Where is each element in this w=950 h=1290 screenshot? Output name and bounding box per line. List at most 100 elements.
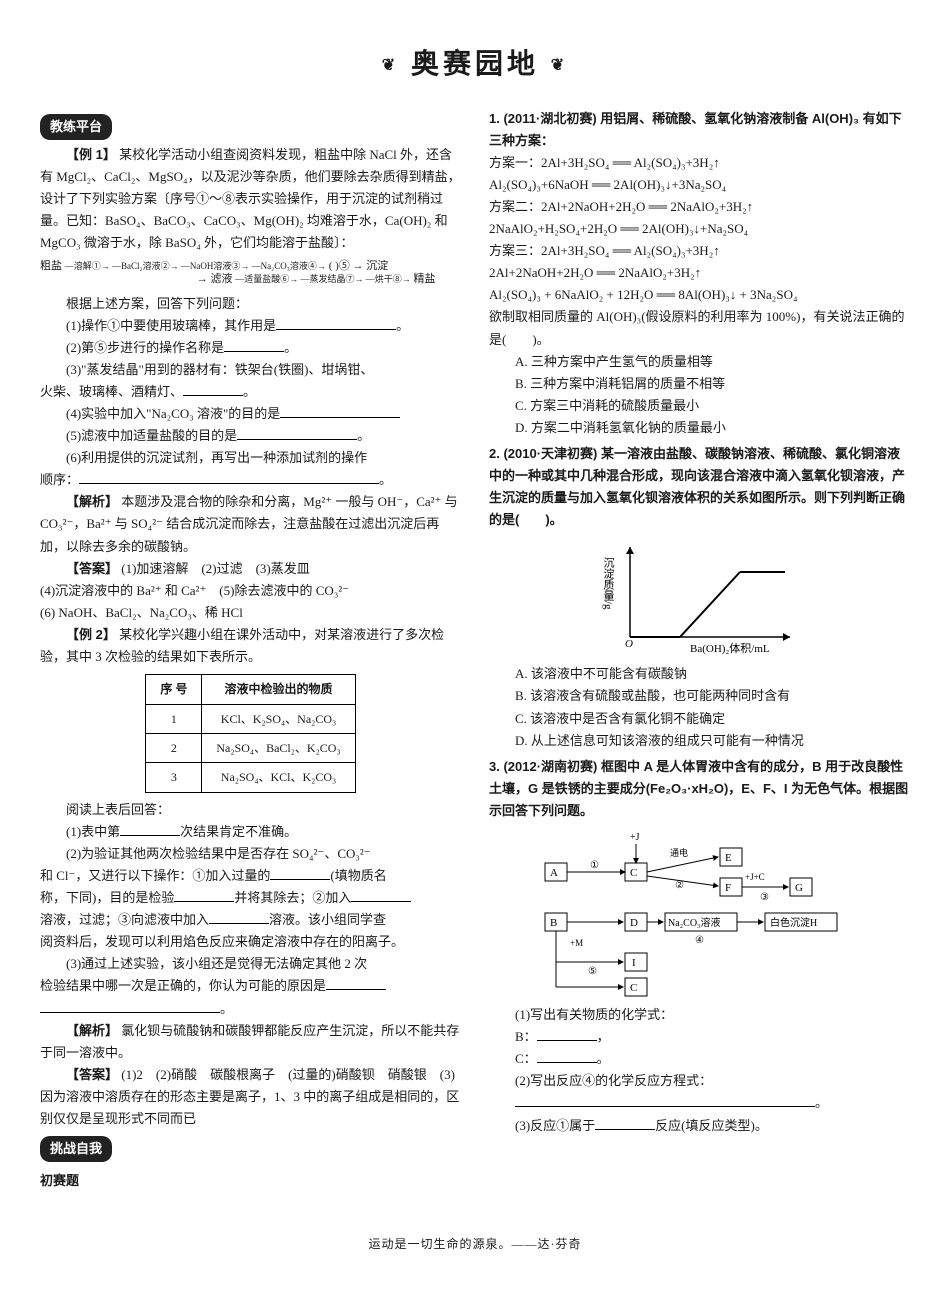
svg-text:①: ① [590,860,599,871]
blank[interactable] [237,426,357,440]
svg-text:+J+C: +J+C [745,872,765,882]
title-text: 奥赛园地 [411,48,539,79]
svg-text:+M: +M [570,938,583,948]
svg-text:Na₂CO₃溶液: Na₂CO₃溶液 [668,916,721,929]
blank[interactable] [120,822,180,836]
q1-1: (1)操作①中要使用玻璃棒，其作用是 [66,318,276,333]
flowchart-p3: A B C D E F G 白色沉淀H I C Na₂CO₃溶液 +J ① 通电… [489,828,910,998]
p1-s2b: 2NaAlO₂+H₂SO₄+2H₂O ══ 2Al(OH)₃↓+Na₂SO₄ [489,218,910,240]
p2-B[interactable]: B. 该溶液含有硫酸或盐酸，也可能两种同时含有 [489,685,910,707]
q1-6b: 顺序： [40,472,79,487]
decor-left: ❦ [382,57,399,74]
q2-3b: 检验结果中哪一次是正确的，你认为可能的原因是 [40,978,326,993]
analysis1-label: 【解析】 [66,494,118,509]
section-coach: 教练平台 [40,114,112,140]
example1-label: 【例 1】 [66,147,116,162]
svg-text:Ba(OH)₂体积/mL: Ba(OH)₂体积/mL [690,641,770,655]
p3-q3a: (3)反应①属于 [515,1118,595,1133]
p2-A[interactable]: A. 该溶液中不可能含有碳酸钠 [489,663,910,685]
svg-text:④: ④ [695,935,704,946]
svg-text:+J: +J [630,832,640,843]
q2-2f: 溶液，过滤；③向滤液中加入 [40,912,209,927]
p3-q1d: C： [515,1051,537,1066]
p3-q1b: B： [515,1029,537,1044]
example1-intro: 某校化学活动小组查阅资料发现，粗盐中除 NaCl 外，还含有 MgCl₂、CaC… [40,147,461,250]
q1-3b: 火柴、玻璃棒、酒精灯、 [40,384,183,399]
svg-text:通电: 通电 [670,847,688,858]
p1-s3c: Al₂(SO₄)₃ + 6NaAlO₂ + 12H₂O ══ 8Al(OH)₃↓… [489,284,910,306]
q1-3a: (3)"蒸发结晶"用到的器材有：铁架台(铁圈)、坩埚钳、 [40,359,461,381]
answer2-label: 【答案】 [66,1067,118,1082]
answer1-1: (1)加速溶解 (2)过滤 (3)蒸发皿 [121,561,309,576]
p2-lead: 2. (2010·天津初赛) 某一溶液由盐酸、碳酸钠溶液、稀硫酸、氯化铜溶液中的… [489,446,905,527]
decor-right: ❦ [551,57,568,74]
td: 3 [146,763,202,792]
p1-s1a: 方案一：2Al+3H₂SO₄ ══ Al₂(SO₄)₃+3H₂↑ [489,152,910,174]
chusai-label: 初赛题 [40,1170,461,1192]
blank[interactable] [515,1093,815,1107]
svg-text:F: F [725,882,731,894]
blank[interactable] [537,1027,597,1041]
answer1-3: (6) NaOH、BaCl₂、Na₂CO₃、稀 HCl [40,602,461,624]
td: Na₂SO₄、KCl、K₂CO₃ [202,763,355,792]
blank[interactable] [537,1049,597,1063]
p3-q1: (1)写出有关物质的化学式： [489,1004,910,1026]
p1-s2a: 方案二：2Al+2NaOH+2H₂O ══ 2NaAlO₂+3H₂↑ [489,196,910,218]
q1-4: (4)实验中加入"Na₂CO₃ 溶液"的目的是 [66,406,280,421]
svg-text:D: D [630,917,638,929]
p1-A[interactable]: A. 三种方案中产生氢气的质量相等 [489,351,910,373]
svg-text:I: I [632,957,636,969]
svg-text:C: C [630,982,637,994]
p1-s1b: Al₂(SO₄)₃+6NaOH ══ 2Al(OH)₃↓+3Na₂SO₄ [489,174,910,196]
q1-2: (2)第⑤步进行的操作名称是 [66,340,224,355]
blank[interactable] [326,976,386,990]
p1-D[interactable]: D. 方案二中消耗氢氧化钠的质量最小 [489,417,910,439]
svg-text:②: ② [675,880,684,891]
blank[interactable] [351,888,411,902]
th: 序 号 [146,675,202,704]
p3-q3b: 反应(填反应类型)。 [655,1118,768,1133]
blank[interactable] [174,888,234,902]
blank[interactable] [276,316,396,330]
p1-B[interactable]: B. 三种方案中消耗铝屑的质量不相等 [489,373,910,395]
td: Na₂SO₄、BaCl₂、K₂CO₃ [202,733,355,762]
p2-D[interactable]: D. 从上述信息可知该溶液的组成只可能有一种情况 [489,730,910,752]
blank[interactable] [270,866,330,880]
q1-6a: (6)利用提供的沉淀试剂，再写出一种添加试剂的操作 [40,447,461,469]
svg-text:③: ③ [760,892,769,903]
chart-baoh2: O 沉淀质量/g Ba(OH)₂体积/mL [489,537,910,657]
blank[interactable] [209,910,269,924]
page-title: ❦ 奥赛园地 ❦ [40,40,910,88]
p1-q: 欲制取相同质量的 Al(OH)₃(假设原料的利用率为 100%)，有关说法正确的… [489,306,910,350]
q2-2d: 称，下同)，目的是检验 [40,890,174,905]
blank[interactable] [79,470,379,484]
th: 溶液中检验出的物质 [202,675,355,704]
blank[interactable] [595,1116,655,1130]
svg-text:A: A [550,867,558,879]
svg-text:B: B [550,917,557,929]
flow-diagram-1: 粗盐 —溶解①→ —BaCl₂溶液②→ —NaOH溶液③→ —Na₂CO₃溶液④… [40,260,461,286]
q2-2g: 溶液。该小组同学查 [269,912,386,927]
p2-C[interactable]: C. 该溶液中是否含有氯化铜不能确定 [489,708,910,730]
q2-2c: (填物质名 [330,868,386,883]
td: 1 [146,704,202,733]
svg-text:⑤: ⑤ [588,966,597,977]
svg-text:白色沉淀H: 白色沉淀H [770,916,817,929]
blank[interactable] [40,999,220,1013]
p1-C[interactable]: C. 方案三中消耗的硫酸质量最小 [489,395,910,417]
p3-q2: (2)写出反应④的化学反应方程式： [489,1070,910,1092]
q1-lead: 根据上述方案，回答下列问题： [40,293,461,315]
section-challenge: 挑战自我 [40,1136,112,1162]
blank[interactable] [183,382,243,396]
p1-s3a: 方案三：2Al+3H₂SO₄ ══ Al₂(SO₄)₃+3H₂↑ [489,240,910,262]
q2-lead: 阅读上表后回答： [40,799,461,821]
blank[interactable] [224,338,284,352]
answer1-label: 【答案】 [66,561,118,576]
p1-s3b: 2Al+2NaOH+2H₂O ══ 2NaAlO₂+3H₂↑ [489,262,910,284]
td: KCl、K₂SO₄、Na₂CO₃ [202,704,355,733]
blank[interactable] [280,404,400,418]
q2-1a: (1)表中第 [66,824,120,839]
td: 2 [146,733,202,762]
detection-table: 序 号溶液中检验出的物质 1KCl、K₂SO₄、Na₂CO₃ 2Na₂SO₄、B… [145,674,355,793]
svg-text:E: E [725,852,732,864]
